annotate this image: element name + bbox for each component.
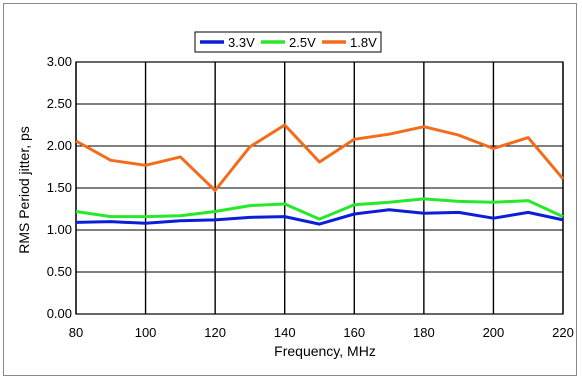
chart-frame: 0.00 0.50 1.00 1.50 2.00 2.50 3.00 80 100 120 140 1… [3,3,577,376]
legend-label: 3.3V [228,35,255,50]
x-axis-title: Frequency, MHz [274,343,376,359]
y-tick-label: 1.50 [47,180,72,195]
grid [75,61,564,315]
series-line-1.8V [75,123,565,192]
x-tick-label: 220 [552,325,574,340]
x-tick-label: 80 [69,325,83,340]
x-tick-label: 160 [343,325,365,340]
y-tick-label: 0.00 [47,306,72,321]
series-layer [75,123,565,226]
legend-box [194,31,382,53]
y-tick-label: 1.00 [47,222,72,237]
series-line-3.3V [75,208,564,226]
legend-label: 2.5V [289,35,316,50]
line-chart: 0.00 0.50 1.00 1.50 2.00 2.50 3.00 80 100 120 140 1… [16,31,574,359]
y-tick-label: 0.50 [47,264,72,279]
x-tick-label: 200 [483,325,505,340]
series-line-2.5V [75,197,564,221]
y-tick-label: 2.00 [47,138,72,153]
x-tick-label: 100 [135,325,157,340]
x-tick-label: 120 [204,325,226,340]
tick-labels: 0.00 0.50 1.00 1.50 2.00 2.50 3.00 80 100 120 140 1… [47,54,574,340]
y-axis-title: RMS Period jitter, ps [16,126,32,254]
legend-label: 1.8V [350,35,377,50]
legend: 3.3V 2.5V 1.8V [194,31,382,53]
x-tick-label: 140 [274,325,296,340]
y-tick-label: 3.00 [47,54,72,69]
y-tick-label: 2.50 [47,96,72,111]
x-tick-label: 180 [413,325,435,340]
